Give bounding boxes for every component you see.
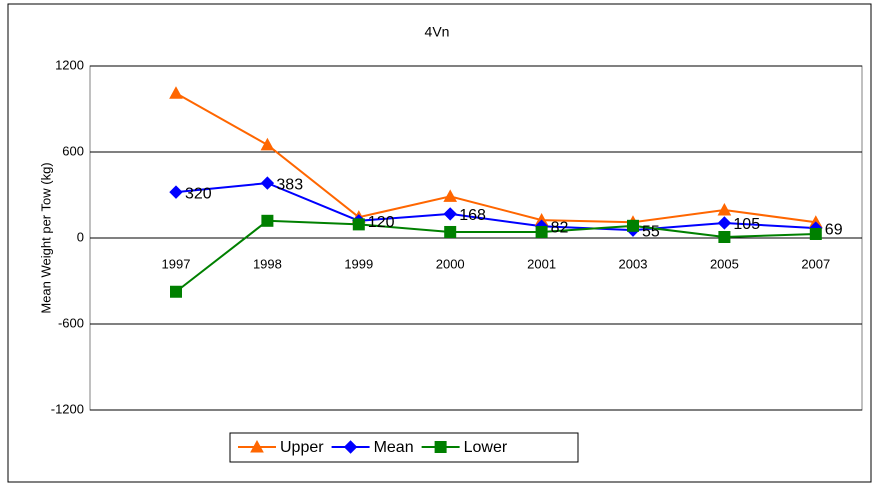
data-label: 69 [825, 221, 843, 238]
data-label: 320 [185, 185, 212, 202]
x-tick-label: 1997 [162, 256, 191, 271]
series-line [175, 182, 816, 232]
x-tick-label: 2003 [619, 256, 648, 271]
legend-label: Mean [374, 439, 414, 456]
data-point [627, 219, 639, 232]
data-label: 55 [642, 223, 660, 240]
data-point [718, 230, 731, 243]
legend [229, 432, 579, 463]
y-tick-label: 1200 [55, 57, 84, 72]
data-point [444, 225, 457, 238]
data-point [169, 185, 183, 199]
legend-marker [250, 439, 264, 453]
data-point [535, 225, 548, 238]
y-tick-label: 0 [77, 229, 84, 244]
legend-label: Upper [280, 439, 324, 456]
data-point [443, 189, 458, 202]
legend-label: Lower [464, 439, 508, 456]
data-label: 120 [368, 214, 395, 231]
data-point [260, 137, 275, 151]
x-tick-label: 1998 [253, 256, 282, 271]
series-line [175, 219, 816, 293]
data-point [352, 218, 365, 231]
legend-marker [434, 441, 447, 453]
data-point [809, 227, 822, 240]
series-line [175, 92, 816, 224]
data-label: 105 [733, 216, 760, 233]
data-label: 383 [276, 176, 303, 193]
x-tick-label: 2007 [801, 256, 830, 271]
data-point [717, 203, 732, 216]
data-point [261, 214, 274, 227]
data-point [169, 86, 183, 99]
data-label: 168 [459, 207, 486, 224]
y-axis-title: Mean Weight per Tow (kg) [38, 162, 53, 313]
y-tick-label: -1200 [51, 401, 84, 416]
data-point [717, 216, 732, 230]
x-tick-label: 2005 [710, 256, 739, 271]
data-point [443, 207, 457, 221]
data-point [170, 285, 182, 298]
x-tick-label: 2000 [436, 256, 465, 271]
legend-marker [343, 440, 358, 454]
data-label: 82 [551, 219, 569, 236]
y-tick-label: 600 [62, 143, 84, 158]
chart-title: 4Vn [425, 24, 450, 40]
x-tick-label: 1999 [344, 256, 373, 271]
y-tick-label: -600 [58, 315, 84, 330]
data-point [260, 176, 275, 190]
x-tick-label: 2001 [527, 256, 556, 271]
